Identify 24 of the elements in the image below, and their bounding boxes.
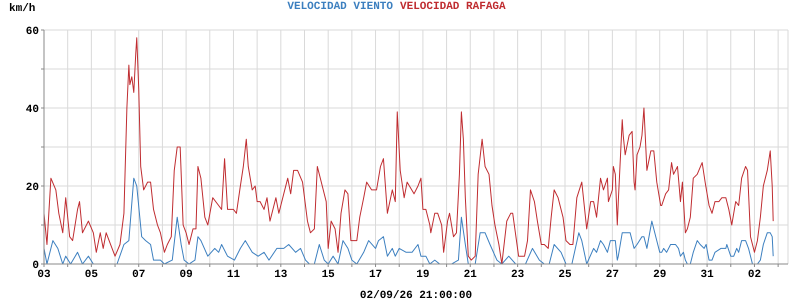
x-tick-label: 21 xyxy=(464,268,478,281)
y-axis-title: km/h xyxy=(9,3,36,15)
x-tick-label: 09 xyxy=(179,268,193,281)
x-tick-label: 07 xyxy=(132,268,146,281)
x-tick-label: 03 xyxy=(37,268,51,281)
x-tick-label: 17 xyxy=(368,268,382,281)
x-tick-label: 02 xyxy=(748,268,762,281)
y-tick-label: 40 xyxy=(26,104,39,116)
text: VELOCIDAD RAFAGA xyxy=(400,1,506,13)
x-tick-label: 15 xyxy=(322,268,336,281)
y-tick-label: 20 xyxy=(26,182,39,194)
x-tick-label: 31 xyxy=(700,268,714,281)
x-tick-label: 27 xyxy=(606,268,619,281)
y-tick-label: 60 xyxy=(26,26,39,38)
x-tick-label: 19 xyxy=(416,268,430,281)
x-tick-label: 13 xyxy=(274,268,288,281)
y-tick-label: 0 xyxy=(32,260,39,272)
x-tick-label: 23 xyxy=(511,268,525,281)
x-tick-label: 29 xyxy=(653,268,666,281)
x-tick-label: 11 xyxy=(226,268,240,281)
x-axis-title: 02/09/26 21:00:00 xyxy=(360,290,472,300)
x-tick-label: 25 xyxy=(558,268,572,281)
text: VELOCIDAD VIENTO xyxy=(287,1,393,13)
x-tick-label: 05 xyxy=(84,268,98,281)
